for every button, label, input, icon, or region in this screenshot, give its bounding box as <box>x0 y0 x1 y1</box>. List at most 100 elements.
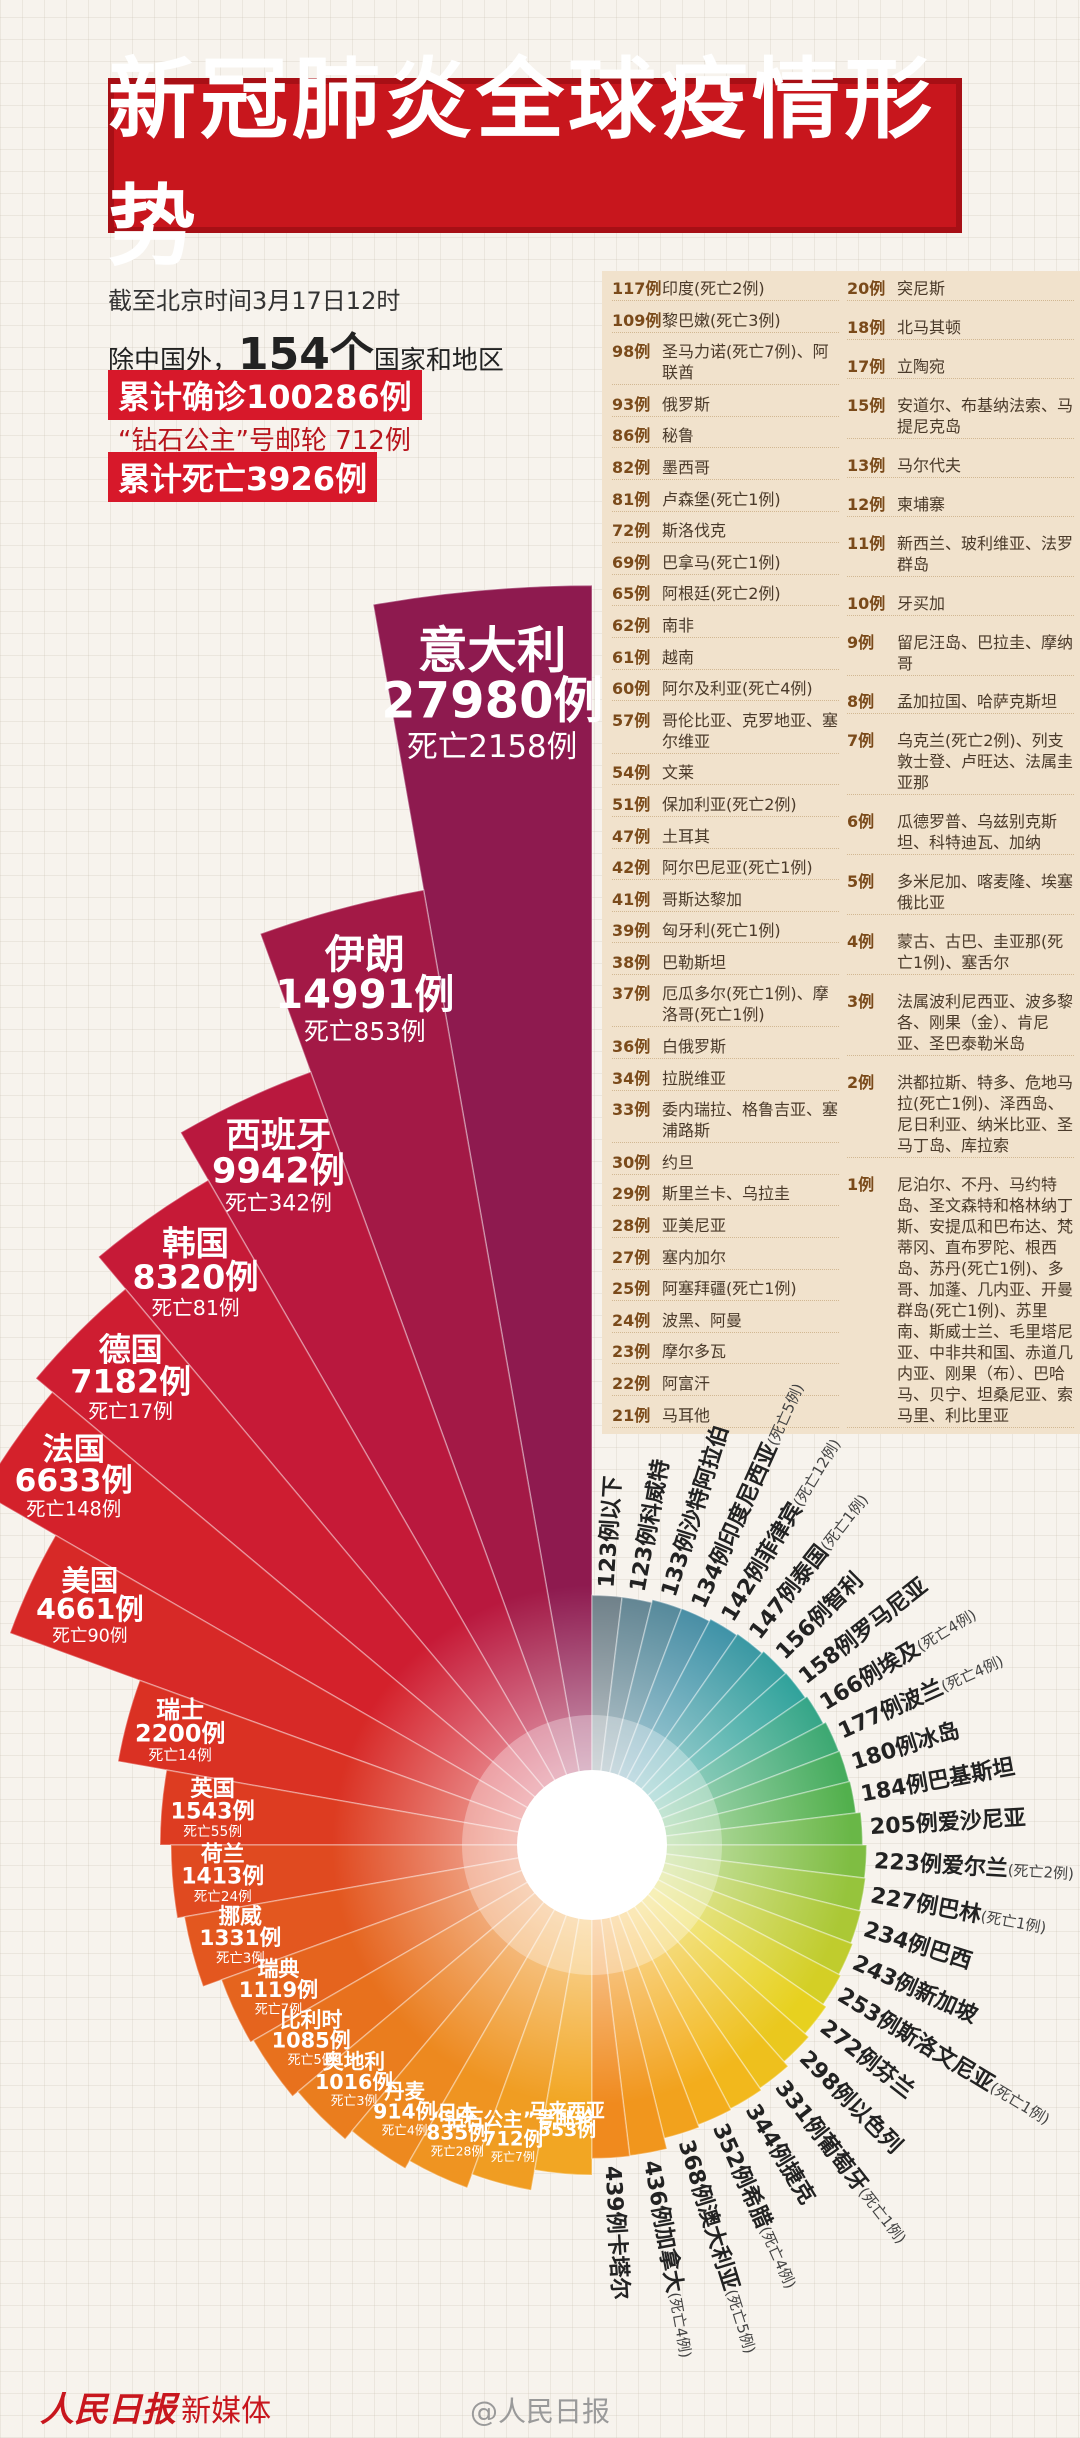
item-countries: 新西兰、玻利维亚、法罗群岛 <box>897 533 1074 574</box>
item-count: 7例 <box>847 731 875 751</box>
item-count: 9例 <box>847 632 875 652</box>
case-label: 8320例 <box>133 1257 259 1296</box>
death-label: 死亡7例 <box>491 2150 535 2164</box>
item-count: 33例 <box>612 1100 651 1120</box>
item-count: 5例 <box>847 872 875 892</box>
case-label: 1413例 <box>181 1864 264 1889</box>
item-count: 21例 <box>612 1405 651 1425</box>
list-item: 6例 瓜德罗普、乌兹别克斯坦、科特迪瓦、加纳 <box>847 810 1074 856</box>
death-label: 死亡148例 <box>26 1498 121 1521</box>
list-column: 20例 突尼斯 18例 北马其顿 17例 立陶宛 15例 安道尔、布基纳法索、马提尼克岛 13例… <box>847 277 1074 1428</box>
item-countries: 哥斯达黎加 <box>662 889 743 909</box>
item-countries: 牙买加 <box>897 593 946 613</box>
country-name: 西班牙 <box>226 1115 331 1156</box>
list-item: 22例 阿富汗 <box>612 1372 839 1396</box>
item-count: 93例 <box>612 394 651 414</box>
item-count: 42例 <box>612 858 651 878</box>
center-hole <box>517 1770 667 1920</box>
death-label: 死亡81例 <box>151 1296 239 1320</box>
item-countries: 黎巴嫩(死亡3例) <box>662 310 781 330</box>
item-count: 25例 <box>612 1279 651 1299</box>
country-name: 法国 <box>42 1432 105 1468</box>
item-count: 47例 <box>612 826 651 846</box>
item-countries: 秘鲁 <box>662 426 695 446</box>
item-countries: 俄罗斯 <box>662 394 711 414</box>
item-countries: 阿塞拜疆(死亡1例) <box>662 1279 797 1299</box>
list-item: 54例 文莱 <box>612 761 839 786</box>
list-item: 29例 斯里兰卡、乌拉圭 <box>612 1182 839 1207</box>
item-countries: 孟加拉国、哈萨克斯坦 <box>897 692 1058 712</box>
time-note: 截至北京时间3月17日12时 <box>108 287 401 315</box>
list-item: 39例 匈牙利(死亡1例) <box>612 919 839 944</box>
case-label: 223例 <box>873 1849 942 1878</box>
list-item: 5例 多米尼加、喀麦隆、埃塞俄比亚 <box>847 870 1074 916</box>
item-countries: 阿富汗 <box>662 1374 711 1393</box>
list-item: 11例 新西兰、玻利维亚、法罗群岛 <box>847 532 1074 577</box>
item-count: 4例 <box>847 932 875 952</box>
country-name: 挪威 <box>219 1904 263 1930</box>
country-label: 223例爱尔兰(死亡2例) <box>873 1848 1074 1886</box>
item-countries: 保加利亚(死亡2例) <box>662 794 797 814</box>
death-label: (死亡1例) <box>987 2078 1053 2128</box>
list-item: 109例 黎巴嫩(死亡3例) <box>612 309 839 333</box>
case-label: 1543例 <box>171 1798 255 1824</box>
item-countries: 马耳他 <box>662 1405 711 1425</box>
case-label: 7182例 <box>70 1363 191 1401</box>
list-item: 93例 俄罗斯 <box>612 393 839 417</box>
country-name: 爱沙尼亚 <box>937 1806 1026 1836</box>
death-label: 死亡4例 <box>382 2122 428 2137</box>
list-item: 57例 哥伦比亚、克罗地亚、塞尔维亚 <box>612 709 839 754</box>
death-label: (死亡1例) <box>855 2184 910 2247</box>
death-label: 死亡7例 <box>255 2003 302 2018</box>
death-label: (死亡5例) <box>723 2287 760 2356</box>
case-label: 123例 <box>626 1522 663 1593</box>
case-label: 1331例 <box>199 1926 281 1951</box>
title: 新冠肺炎全球疫情形势 <box>108 47 937 278</box>
watermark: @人民日报 <box>470 2395 611 2428</box>
case-label: 184例 <box>859 1771 930 1808</box>
item-countries: 厄瓜多尔(死亡1例)、摩洛哥(死亡1例) <box>662 984 829 1025</box>
item-countries: 阿根廷(死亡2例) <box>662 584 781 604</box>
list-item: 61例 越南 <box>612 646 839 670</box>
list-item: 12例 柬埔寨 <box>847 493 1074 517</box>
country-name: 冰岛 <box>913 1717 963 1755</box>
item-count: 109例 <box>612 310 662 330</box>
list-item: 86例 秘鲁 <box>612 424 839 449</box>
title-banner: 新冠肺炎全球疫情形势 <box>108 48 962 278</box>
country-name: 科威特 <box>637 1457 674 1527</box>
item-count: 15例 <box>847 395 886 415</box>
list-item: 8例 孟加拉国、哈萨克斯坦 <box>847 690 1074 715</box>
case-label: 123例以下 <box>595 1475 627 1588</box>
item-count: 8例 <box>847 692 875 712</box>
item-count: 1例 <box>847 1175 875 1194</box>
country-name: 巴林 <box>935 1896 983 1929</box>
list-item: 34例 拉脱维亚 <box>612 1067 839 1091</box>
item-count: 6例 <box>847 812 875 832</box>
item-countries: 立陶宛 <box>897 356 946 376</box>
list-item: 10例 牙买加 <box>847 592 1074 616</box>
case-label: 205例 <box>869 1811 938 1840</box>
label-group: 意大利27980例死亡2158例伊朗14991例死亡853例西班牙9942例死亡… <box>15 622 605 2165</box>
country-name: 巴基斯坦 <box>926 1754 1017 1795</box>
item-countries: 白俄罗斯 <box>662 1037 727 1057</box>
item-count: 12例 <box>847 494 886 514</box>
logo-name: 人民日报 <box>40 2390 176 2430</box>
country-name: 卡塔尔 <box>604 2233 634 2300</box>
country-name: 瑞士 <box>156 1696 204 1724</box>
case-label: 436例 <box>638 2158 675 2229</box>
item-count: 37例 <box>612 984 651 1004</box>
item-countries: 约旦 <box>662 1152 695 1172</box>
list-item: 7例 乌克兰(死亡2例)、列支敦士登、卢旺达、法属圭亚那 <box>847 729 1074 796</box>
list-item: 81例 卢森堡(死亡1例) <box>612 488 839 512</box>
deaths-total: 累计死亡3926例 <box>108 452 378 502</box>
item-countries: 文莱 <box>662 763 695 783</box>
country-name: 荷兰 <box>201 1841 245 1867</box>
case-label: 2200例 <box>135 1720 225 1748</box>
list-item: 13例 马尔代夫 <box>847 454 1074 478</box>
item-count: 29例 <box>612 1184 651 1204</box>
case-label: 835例 <box>426 2120 488 2144</box>
item-count: 62例 <box>612 615 651 635</box>
country-name: 新加坡 <box>911 1978 982 2029</box>
death-label: 死亡55例 <box>183 1824 242 1840</box>
